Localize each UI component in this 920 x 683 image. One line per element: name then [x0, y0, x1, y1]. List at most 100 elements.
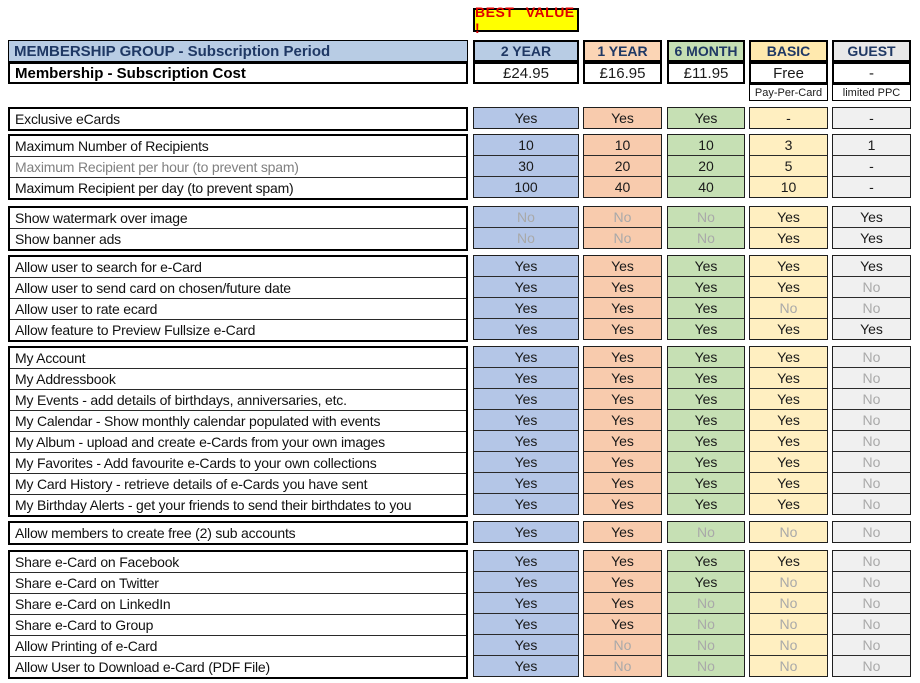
value-cell: No: [613, 658, 632, 674]
value-cell: Yes: [474, 473, 578, 494]
value-group-guest: No: [832, 521, 911, 543]
value-cell: No: [833, 593, 910, 614]
value-cell: Yes: [668, 572, 744, 593]
value-cell: No: [750, 635, 827, 656]
value-group-2year: Yes Yes Yes Yes Yes Yes Yes Yes: [473, 346, 579, 515]
value-cell: No: [668, 207, 744, 228]
value-cell: Yes: [668, 389, 744, 410]
feature-label: Allow Printing of e-Card: [10, 636, 466, 657]
value-cell: Yes: [584, 298, 661, 319]
value-group-basic: Yes No No No No No: [749, 550, 828, 677]
value-cell: Yes: [584, 277, 661, 298]
value-cell: Yes: [668, 347, 744, 368]
value-cell: Yes: [584, 347, 661, 368]
value-cell: Yes: [750, 368, 827, 389]
value-cell: No: [584, 635, 661, 656]
value-group-6month: No No: [667, 206, 745, 249]
value-cell: Yes: [750, 431, 827, 452]
value-cell: No: [862, 496, 881, 512]
value-cell: Yes: [668, 551, 744, 572]
price-basic: Free: [749, 62, 828, 84]
value-group-2year: Yes Yes Yes Yes: [473, 255, 579, 340]
feature-label: Maximum Recipient per hour (to prevent s…: [10, 157, 466, 178]
value-group-guest: -: [832, 107, 911, 129]
value-cell: No: [833, 410, 910, 431]
value-cell: Yes: [860, 321, 883, 337]
value-cell: Yes: [584, 614, 661, 635]
value-cell: Yes: [584, 431, 661, 452]
value-cell: No: [750, 614, 827, 635]
feature-label-group: Share e-Card on Facebook Share e-Card on …: [8, 550, 468, 679]
value-group-1year: No No: [583, 206, 662, 249]
value-cell: Yes: [668, 298, 744, 319]
value-cell: Yes: [750, 452, 827, 473]
value-cell: No: [779, 658, 798, 674]
value-cell: No: [697, 524, 715, 540]
value-cell: No: [697, 658, 715, 674]
value-group-1year: Yes: [583, 107, 662, 129]
value-cell: Yes: [514, 496, 538, 512]
value-cell: Yes: [750, 207, 827, 228]
value-cell: 10: [668, 135, 744, 156]
value-group-6month: Yes: [667, 107, 745, 129]
value-cell: Yes: [474, 551, 578, 572]
value-group-6month: Yes Yes Yes Yes: [667, 255, 745, 340]
value-cell: No: [833, 635, 910, 656]
feature-label: Allow user to send card on chosen/future…: [10, 278, 466, 299]
value-group-1year: 10 20 40: [583, 134, 662, 198]
value-cell: Yes: [584, 389, 661, 410]
value-cell: Yes: [584, 410, 661, 431]
value-cell: Yes: [694, 321, 718, 337]
value-cell: No: [668, 593, 744, 614]
feature-label: My Calendar - Show monthly calendar popu…: [10, 411, 466, 432]
value-cell: Yes: [584, 452, 661, 473]
table-title: MEMBERSHIP GROUP - Subscription Period: [8, 40, 468, 62]
feature-label: Show banner ads: [15, 231, 121, 247]
value-cell: No: [613, 230, 632, 246]
column-header-1year: 1 YEAR: [583, 40, 662, 62]
feature-label: Exclusive eCards: [15, 111, 120, 127]
value-cell: Yes: [750, 551, 827, 572]
value-cell: Yes: [750, 389, 827, 410]
value-cell: 20: [584, 156, 661, 177]
value-group-guest: No No No No No No No No: [832, 346, 911, 515]
value-cell: No: [833, 614, 910, 635]
value-cell: No: [750, 298, 827, 319]
feature-label: My Card History - retrieve details of e-…: [10, 474, 466, 495]
value-group-6month: 10 20 40: [667, 134, 745, 198]
value-cell: No: [750, 572, 827, 593]
column-header-6month: 6 MONTH: [667, 40, 745, 62]
value-group-1year: Yes Yes Yes Yes Yes Yes Yes Yes: [583, 346, 662, 515]
value-cell: No: [833, 368, 910, 389]
value-cell: Yes: [584, 572, 661, 593]
value-group-6month: Yes Yes No No No No: [667, 550, 745, 677]
value-cell: Yes: [860, 230, 883, 246]
value-cell: -: [833, 156, 910, 177]
feature-label: My Album - upload and create e-Cards fro…: [10, 432, 466, 453]
feature-label: Share e-Card on Twitter: [10, 573, 466, 594]
value-cell: Yes: [833, 207, 910, 228]
feature-label: Allow members to create free (2) sub acc…: [15, 525, 296, 541]
price-guest: -: [832, 62, 911, 84]
value-cell: Yes: [474, 452, 578, 473]
value-cell: No: [517, 230, 535, 246]
value-cell: No: [833, 347, 910, 368]
value-cell: Yes: [514, 321, 538, 337]
value-cell: -: [786, 110, 791, 126]
value-cell: 1: [833, 135, 910, 156]
value-cell: Yes: [668, 452, 744, 473]
column-header-guest: GUEST: [832, 40, 911, 62]
cost-row-title: Membership - Subscription Cost: [8, 62, 468, 84]
value-cell: No: [833, 389, 910, 410]
value-cell: Yes: [668, 256, 744, 277]
best-value-badge: BEST VALUE !: [473, 4, 579, 36]
value-group-guest: Yes Yes: [832, 206, 911, 249]
value-cell: Yes: [474, 298, 578, 319]
value-cell: Yes: [833, 256, 910, 277]
value-cell: Yes: [668, 368, 744, 389]
value-cell: Yes: [611, 110, 634, 126]
value-cell: Yes: [514, 110, 538, 126]
value-group-1year: Yes Yes Yes Yes: [583, 255, 662, 340]
value-cell: No: [697, 230, 715, 246]
value-cell: No: [833, 452, 910, 473]
